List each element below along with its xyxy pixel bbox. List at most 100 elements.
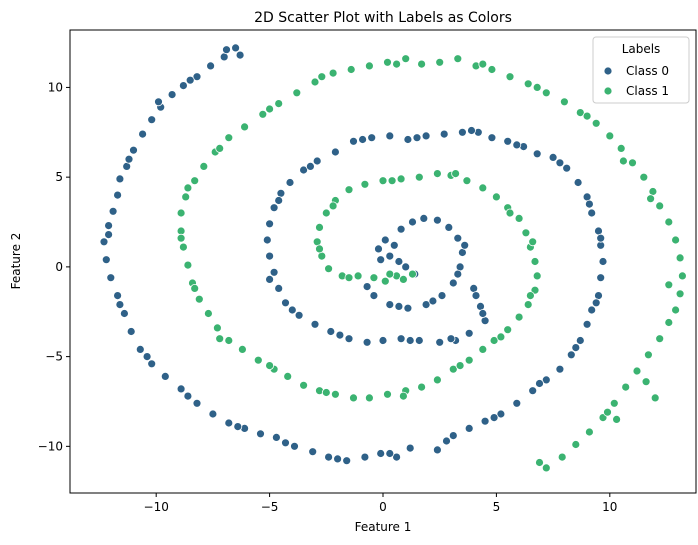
data-point-class-1 bbox=[655, 201, 665, 211]
data-point-class-1 bbox=[619, 156, 628, 166]
data-point-class-1 bbox=[344, 185, 354, 195]
data-point-class-1 bbox=[664, 280, 674, 290]
data-point-class-1 bbox=[194, 294, 204, 304]
data-point-class-1 bbox=[317, 251, 327, 261]
data-point-class-1 bbox=[535, 458, 544, 467]
data-point-class-1 bbox=[324, 264, 334, 274]
data-point-class-1 bbox=[432, 375, 442, 385]
data-point-class-0 bbox=[596, 233, 606, 243]
data-point-class-0 bbox=[276, 188, 286, 198]
data-point-class-1 bbox=[344, 273, 354, 283]
data-point-class-1 bbox=[283, 371, 293, 381]
data-point-class-0 bbox=[421, 131, 431, 141]
data-point-class-0 bbox=[598, 257, 608, 266]
data-point-class-0 bbox=[376, 449, 386, 458]
data-point-class-0 bbox=[124, 154, 134, 164]
data-point-class-1 bbox=[541, 88, 551, 98]
data-point-class-0 bbox=[428, 296, 438, 306]
data-point-class-0 bbox=[582, 319, 592, 329]
x-tick-label: −10 bbox=[144, 500, 169, 514]
data-point-class-1 bbox=[176, 233, 186, 243]
data-point-class-0 bbox=[231, 43, 241, 53]
data-point-class-0 bbox=[394, 301, 404, 311]
data-point-class-1 bbox=[503, 325, 513, 335]
data-point-class-1 bbox=[664, 318, 674, 327]
data-point-class-0 bbox=[446, 334, 456, 344]
data-point-class-0 bbox=[453, 269, 463, 279]
data-point-class-1 bbox=[315, 222, 324, 232]
data-point-class-0 bbox=[385, 300, 395, 310]
data-point-class-1 bbox=[462, 176, 472, 186]
x-axis-ticks: −10 −5 0 5 10 bbox=[144, 493, 617, 514]
data-point-class-0 bbox=[405, 443, 415, 453]
data-point-class-0 bbox=[281, 438, 290, 448]
y-tick-label: −10 bbox=[38, 439, 63, 453]
data-point-class-1 bbox=[364, 393, 374, 403]
data-point-class-0 bbox=[457, 127, 467, 137]
data-point-class-0 bbox=[460, 240, 470, 250]
x-tick-label: 0 bbox=[379, 500, 387, 514]
data-point-class-1 bbox=[514, 312, 524, 322]
data-point-class-1 bbox=[315, 244, 324, 254]
data-point-class-1 bbox=[181, 192, 191, 202]
data-point-class-0 bbox=[330, 147, 340, 157]
data-point-class-0 bbox=[548, 152, 558, 162]
data-point-class-0 bbox=[269, 267, 279, 277]
data-point-class-1 bbox=[628, 158, 637, 168]
data-point-class-0 bbox=[442, 436, 451, 446]
data-point-class-0 bbox=[367, 133, 377, 143]
data-point-class-0 bbox=[412, 133, 422, 143]
data-point-class-1 bbox=[632, 366, 642, 376]
data-point-class-0 bbox=[224, 418, 234, 428]
points-layer bbox=[99, 43, 687, 473]
data-point-class-0 bbox=[403, 135, 413, 144]
data-point-class-1 bbox=[532, 83, 542, 92]
data-point-class-0 bbox=[532, 149, 542, 159]
data-point-class-1 bbox=[496, 332, 506, 342]
data-point-class-1 bbox=[435, 57, 445, 67]
data-point-class-1 bbox=[224, 133, 234, 143]
data-point-class-0 bbox=[206, 61, 216, 71]
data-point-class-0 bbox=[312, 156, 322, 166]
data-point-class-0 bbox=[108, 206, 118, 216]
data-point-class-0 bbox=[587, 305, 597, 315]
data-point-class-0 bbox=[582, 192, 592, 202]
data-point-class-1 bbox=[237, 344, 247, 354]
y-tick-label: 10 bbox=[48, 80, 63, 94]
data-point-class-0 bbox=[335, 330, 345, 340]
data-point-class-0 bbox=[192, 72, 202, 82]
data-point-class-0 bbox=[104, 230, 113, 240]
data-point-class-1 bbox=[396, 174, 406, 184]
data-point-class-1 bbox=[330, 389, 340, 399]
data-point-class-1 bbox=[560, 97, 569, 107]
data-point-class-1 bbox=[212, 323, 222, 333]
data-point-class-0 bbox=[154, 97, 163, 107]
x-tick-label: 5 bbox=[493, 500, 501, 514]
data-point-class-1 bbox=[240, 122, 250, 132]
data-point-class-0 bbox=[147, 359, 157, 369]
data-point-class-0 bbox=[385, 449, 395, 458]
data-point-class-1 bbox=[664, 217, 674, 227]
data-point-class-1 bbox=[414, 172, 424, 182]
data-point-class-0 bbox=[362, 282, 372, 292]
y-tick-label: −5 bbox=[45, 350, 63, 364]
data-point-class-1 bbox=[505, 72, 515, 82]
data-point-class-0 bbox=[403, 303, 413, 313]
data-point-class-1 bbox=[190, 283, 200, 293]
data-point-class-0 bbox=[115, 300, 125, 310]
data-point-class-0 bbox=[378, 336, 388, 345]
legend-title: Labels bbox=[622, 42, 661, 56]
data-point-class-0 bbox=[106, 273, 116, 283]
data-point-class-0 bbox=[294, 310, 304, 320]
data-point-class-1 bbox=[310, 77, 320, 87]
data-point-class-0 bbox=[342, 456, 352, 466]
data-point-class-1 bbox=[292, 88, 302, 98]
data-point-class-0 bbox=[396, 224, 406, 234]
data-point-class-0 bbox=[478, 309, 488, 318]
data-point-class-1 bbox=[585, 427, 594, 437]
data-point-class-0 bbox=[362, 337, 372, 347]
legend-entry-class-0: Class 0 bbox=[626, 64, 669, 78]
data-point-class-0 bbox=[113, 190, 122, 200]
data-point-class-1 bbox=[478, 344, 488, 354]
data-point-class-1 bbox=[378, 176, 388, 186]
